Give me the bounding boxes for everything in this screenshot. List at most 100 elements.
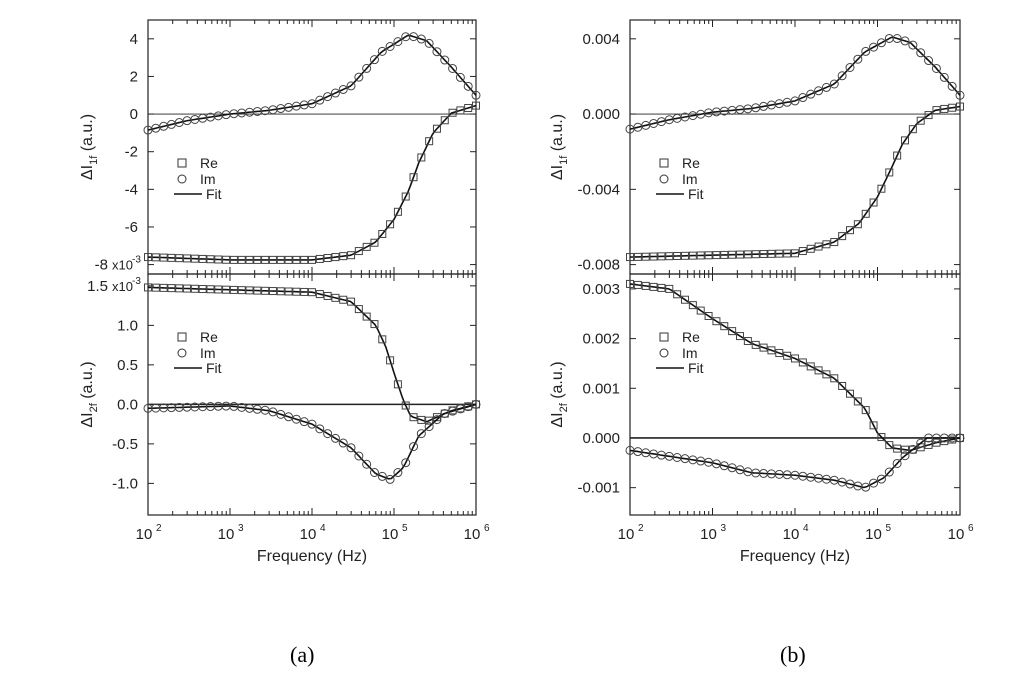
data-point-re [354,247,363,256]
data-point-re [323,254,332,263]
fit-curve-im [629,36,961,130]
data-point-re [362,242,371,251]
data-point-re [688,251,697,260]
x-tick-label: 10 [218,526,235,543]
data-point-im [354,451,364,461]
data-point-im [315,424,325,434]
data-point-im [432,47,442,57]
y-tick-label: 2 [130,68,138,85]
data-point-re [308,255,316,264]
data-point-re [151,283,160,292]
data-point-re [893,444,902,453]
data-point-re [175,254,184,263]
data-point-re [798,358,807,367]
y-tick-label: 0.003 [582,281,620,298]
data-point-re [378,335,387,344]
y-tick-label: 0.001 [582,380,620,397]
data-point-re [940,104,949,113]
data-point-re [284,287,293,296]
legend-label-fit: Fit [688,186,704,202]
y-axis-label: ΔI2f (a.u.) [549,361,570,427]
fit-curve-im [147,403,477,480]
data-point-re [626,279,634,288]
data-point-re [767,249,776,258]
data-point-im [377,471,387,481]
y-tick-label: -4 [125,181,138,198]
caption-b: (b) [780,642,806,667]
y-multiplier-exponent: -3 [132,276,141,287]
data-point-im [346,81,356,91]
data-point-re [339,295,348,304]
data-point-im [845,62,855,72]
data-point-im [276,409,286,419]
data-point-re [292,255,301,264]
data-point-re [401,192,410,201]
y-tick-label: 0.000 [582,106,620,123]
y-multiplier-base: x10 [112,279,133,294]
data-point-re [167,253,176,262]
data-point-re [432,124,441,133]
data-point-re [409,173,418,182]
data-point-re [806,244,815,253]
data-point-re [417,415,426,424]
data-point-re [728,250,737,259]
data-point-im [362,459,372,469]
data-point-re [877,433,886,442]
data-point-re [673,251,682,260]
data-point-re [775,349,784,358]
data-point-re [688,301,697,310]
y-tick-label: 4 [130,31,138,48]
data-point-re [814,366,823,375]
data-point-im [798,93,808,103]
data-point-im [330,433,340,443]
data-point-re [409,413,418,422]
data-point-im [876,474,886,484]
y-axis-label: ΔI1f (a.u.) [549,114,570,180]
data-point-re [167,284,176,293]
legend-marker-re [659,332,669,342]
data-point-re [378,229,387,238]
data-point-re [253,286,262,295]
fit-curve-re [629,105,961,258]
x-tick-label: 10 [136,526,153,543]
data-point-re [751,340,760,349]
fit-curve-re [629,283,961,452]
data-point-im [338,438,348,448]
data-point-re [386,220,395,229]
data-point-re [354,305,363,314]
data-point-re [728,327,737,336]
x-axis-label: Frequency (Hz) [257,548,367,565]
data-point-im [424,38,434,48]
data-point-re [261,286,270,295]
data-point-im [931,63,941,73]
legend-marker-im [177,174,187,184]
data-point-re [144,253,152,262]
data-point-re [673,290,682,299]
data-point-re [783,249,792,258]
data-point-im [362,63,372,73]
data-point-re [425,137,434,146]
data-point-im [814,86,824,96]
data-point-re [783,351,792,360]
data-point-im [853,54,863,64]
data-point-re [751,250,760,259]
legend-marker-re [177,158,187,168]
data-point-re [885,168,894,177]
data-point-re [292,287,301,296]
data-point-re [822,240,831,249]
data-point-im [432,415,442,425]
y-tick-label: -1.0 [112,475,138,492]
data-point-im [892,458,902,468]
legend-label-re: Re [682,155,700,171]
data-point-im [869,42,879,52]
data-point-re [775,249,784,258]
data-point-re [401,401,410,410]
data-point-im [821,82,831,92]
data-point-im [869,478,879,488]
data-point-re [183,254,192,263]
data-point-re [190,254,199,263]
data-point-re [261,255,270,264]
